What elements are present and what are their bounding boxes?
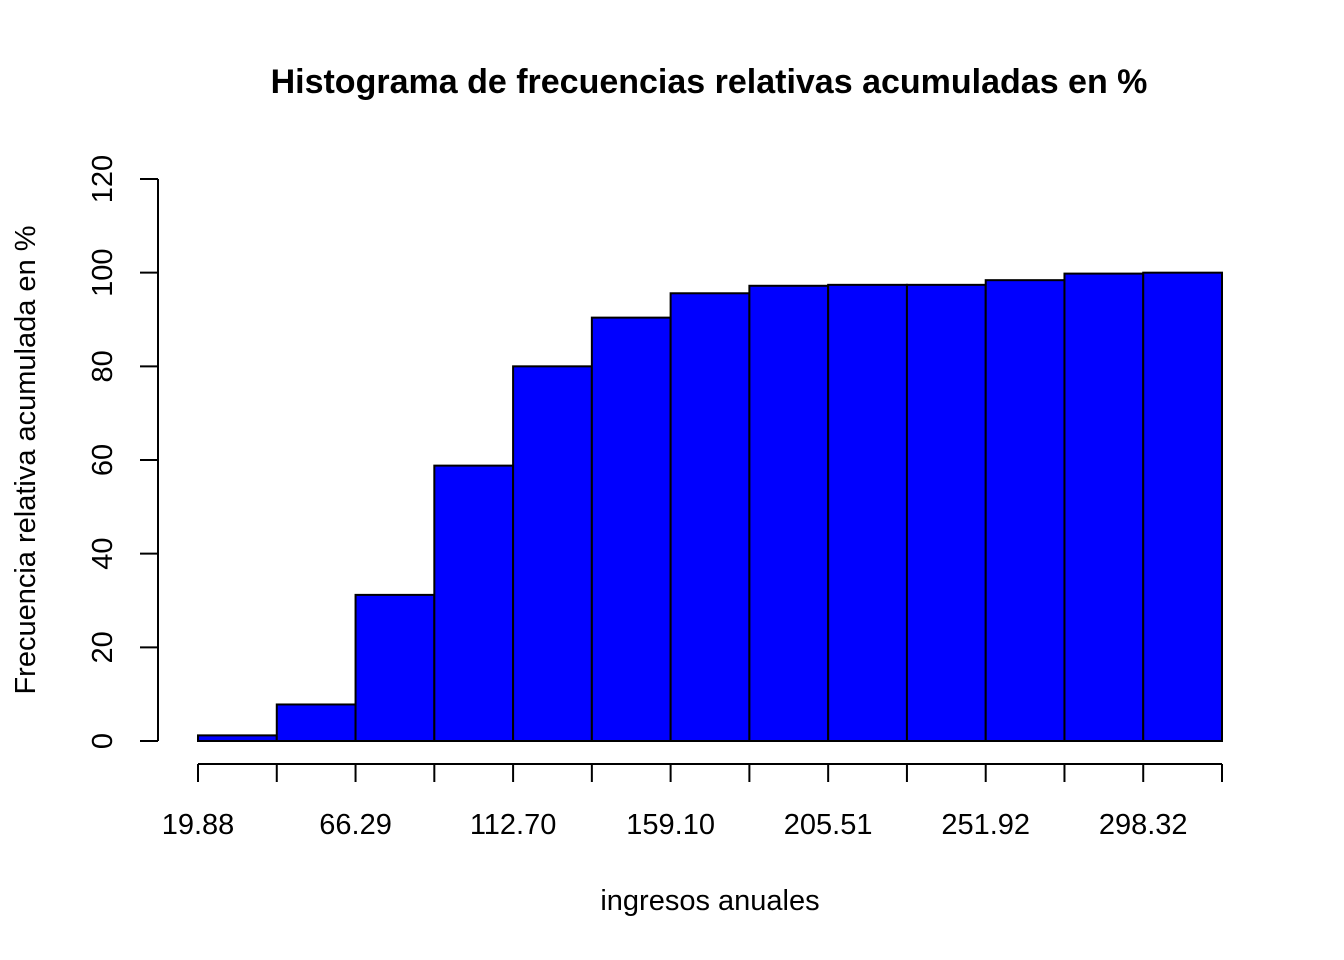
histogram-bar-4 bbox=[433, 464, 515, 742]
x-tick-label-19.88: 19.88 bbox=[162, 809, 235, 841]
x-tick-label-298.32: 298.32 bbox=[1099, 809, 1188, 841]
histogram-bar-11 bbox=[984, 279, 1066, 742]
histogram-bar-10 bbox=[905, 283, 987, 742]
y-tick-label-120: 120 bbox=[87, 155, 119, 203]
histogram-bar-9 bbox=[827, 283, 908, 742]
x-axis: 19.88 66.29 112.70 159.10 205.51 251.92 298.32 bbox=[162, 763, 1223, 841]
histogram-bar-2 bbox=[275, 703, 357, 742]
histogram-bar-1 bbox=[197, 734, 278, 743]
x-tick-label-205.51: 205.51 bbox=[784, 809, 873, 841]
y-axis: 0 20 40 60 80 100 120 bbox=[87, 155, 159, 749]
histogram-bar-13 bbox=[1142, 271, 1224, 742]
histogram-bar-12 bbox=[1063, 272, 1145, 742]
y-tick-label-20: 20 bbox=[87, 631, 119, 663]
histogram-bar-6 bbox=[590, 316, 672, 742]
chart-title: Histograma de frecuencias relativas acum… bbox=[271, 63, 1148, 101]
histogram-bar-8 bbox=[748, 284, 830, 742]
bars-group bbox=[197, 271, 1224, 743]
x-tick-label-159.10: 159.10 bbox=[626, 809, 715, 841]
histogram-bar-3 bbox=[354, 593, 436, 742]
x-tick-label-66.29: 66.29 bbox=[319, 809, 392, 841]
histogram-bar-5 bbox=[512, 365, 593, 742]
x-tick-label-251.92: 251.92 bbox=[941, 809, 1030, 841]
y-axis-label: Frecuencia relativa acumulada en % bbox=[10, 225, 42, 694]
x-axis-label: ingresos anuales bbox=[600, 885, 819, 917]
y-tick-label-0: 0 bbox=[87, 733, 119, 749]
y-tick-label-60: 60 bbox=[87, 444, 119, 476]
y-tick-label-40: 40 bbox=[87, 538, 119, 570]
histogram-bar-7 bbox=[669, 292, 751, 742]
x-tick-label-112.70: 112.70 bbox=[470, 809, 557, 841]
y-tick-label-80: 80 bbox=[87, 350, 119, 382]
y-tick-label-100: 100 bbox=[87, 248, 119, 296]
